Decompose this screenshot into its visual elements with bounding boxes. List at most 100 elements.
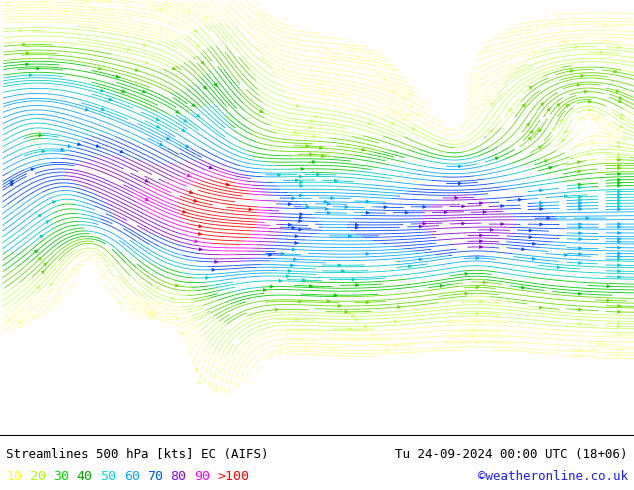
FancyArrowPatch shape: [122, 90, 125, 93]
FancyArrowPatch shape: [309, 126, 313, 129]
FancyArrowPatch shape: [560, 120, 562, 122]
FancyArrowPatch shape: [300, 194, 302, 197]
FancyArrowPatch shape: [312, 161, 315, 163]
FancyArrowPatch shape: [294, 131, 297, 134]
FancyArrowPatch shape: [588, 100, 591, 103]
FancyArrowPatch shape: [448, 13, 450, 16]
FancyArrowPatch shape: [423, 205, 426, 208]
FancyArrowPatch shape: [405, 211, 408, 214]
FancyArrowPatch shape: [377, 366, 380, 369]
FancyArrowPatch shape: [618, 196, 621, 199]
FancyArrowPatch shape: [89, 265, 93, 268]
FancyArrowPatch shape: [618, 181, 621, 184]
FancyArrowPatch shape: [288, 270, 291, 272]
FancyArrowPatch shape: [295, 179, 298, 182]
FancyArrowPatch shape: [462, 222, 465, 225]
FancyArrowPatch shape: [334, 179, 337, 182]
FancyArrowPatch shape: [363, 404, 365, 407]
FancyArrowPatch shape: [600, 407, 603, 409]
FancyArrowPatch shape: [30, 361, 32, 364]
FancyArrowPatch shape: [529, 229, 532, 232]
FancyArrowPatch shape: [586, 418, 588, 421]
FancyArrowPatch shape: [455, 19, 458, 22]
FancyArrowPatch shape: [579, 198, 581, 201]
FancyArrowPatch shape: [49, 290, 52, 293]
FancyArrowPatch shape: [618, 232, 621, 234]
FancyArrowPatch shape: [287, 18, 290, 20]
FancyArrowPatch shape: [300, 213, 302, 216]
FancyArrowPatch shape: [299, 220, 302, 222]
FancyArrowPatch shape: [138, 320, 141, 323]
FancyArrowPatch shape: [408, 92, 411, 95]
FancyArrowPatch shape: [275, 308, 278, 311]
FancyArrowPatch shape: [317, 173, 320, 176]
FancyArrowPatch shape: [458, 182, 461, 185]
FancyArrowPatch shape: [579, 262, 581, 264]
FancyArrowPatch shape: [37, 355, 39, 358]
FancyArrowPatch shape: [387, 349, 389, 352]
FancyArrowPatch shape: [597, 115, 600, 118]
FancyArrowPatch shape: [108, 98, 112, 100]
FancyArrowPatch shape: [79, 422, 82, 425]
FancyArrowPatch shape: [323, 90, 326, 93]
FancyArrowPatch shape: [318, 429, 321, 432]
FancyArrowPatch shape: [441, 34, 443, 37]
FancyArrowPatch shape: [296, 401, 299, 404]
FancyArrowPatch shape: [618, 252, 621, 255]
FancyArrowPatch shape: [618, 325, 621, 328]
FancyArrowPatch shape: [618, 100, 621, 102]
FancyArrowPatch shape: [435, 60, 438, 63]
FancyArrowPatch shape: [618, 255, 621, 258]
Text: 70: 70: [147, 470, 163, 483]
FancyArrowPatch shape: [618, 202, 621, 205]
FancyArrowPatch shape: [618, 392, 621, 394]
FancyArrowPatch shape: [143, 44, 146, 47]
FancyArrowPatch shape: [363, 398, 365, 401]
FancyArrowPatch shape: [39, 214, 41, 217]
FancyArrowPatch shape: [618, 305, 621, 308]
FancyArrowPatch shape: [483, 211, 486, 214]
FancyArrowPatch shape: [95, 382, 98, 385]
FancyArrowPatch shape: [61, 148, 64, 151]
FancyArrowPatch shape: [338, 264, 340, 267]
FancyArrowPatch shape: [43, 334, 46, 337]
FancyArrowPatch shape: [157, 125, 160, 128]
FancyArrowPatch shape: [528, 137, 531, 140]
FancyArrowPatch shape: [352, 315, 354, 318]
FancyArrowPatch shape: [334, 294, 337, 296]
FancyArrowPatch shape: [566, 105, 569, 107]
FancyArrowPatch shape: [143, 426, 146, 429]
FancyArrowPatch shape: [288, 203, 291, 206]
FancyArrowPatch shape: [578, 170, 581, 172]
FancyArrowPatch shape: [408, 265, 411, 268]
FancyArrowPatch shape: [19, 29, 22, 32]
FancyArrowPatch shape: [392, 122, 394, 124]
FancyArrowPatch shape: [135, 69, 138, 72]
FancyArrowPatch shape: [564, 195, 567, 197]
FancyArrowPatch shape: [618, 199, 621, 202]
FancyArrowPatch shape: [618, 246, 621, 249]
FancyArrowPatch shape: [618, 264, 621, 267]
FancyArrowPatch shape: [10, 183, 13, 186]
FancyArrowPatch shape: [377, 338, 380, 341]
FancyArrowPatch shape: [398, 306, 401, 309]
FancyArrowPatch shape: [618, 172, 621, 175]
FancyArrowPatch shape: [81, 363, 84, 365]
FancyArrowPatch shape: [476, 320, 479, 323]
FancyArrowPatch shape: [476, 341, 479, 343]
FancyArrowPatch shape: [124, 31, 127, 34]
FancyArrowPatch shape: [579, 226, 581, 229]
FancyArrowPatch shape: [181, 365, 184, 368]
FancyArrowPatch shape: [618, 178, 621, 181]
FancyArrowPatch shape: [491, 102, 494, 105]
FancyArrowPatch shape: [295, 357, 298, 360]
FancyArrowPatch shape: [508, 108, 511, 111]
FancyArrowPatch shape: [618, 153, 621, 156]
FancyArrowPatch shape: [419, 258, 422, 261]
FancyArrowPatch shape: [618, 158, 621, 161]
FancyArrowPatch shape: [371, 334, 374, 336]
FancyArrowPatch shape: [159, 330, 162, 333]
FancyArrowPatch shape: [197, 114, 200, 117]
FancyArrowPatch shape: [44, 390, 48, 392]
FancyArrowPatch shape: [72, 268, 74, 271]
